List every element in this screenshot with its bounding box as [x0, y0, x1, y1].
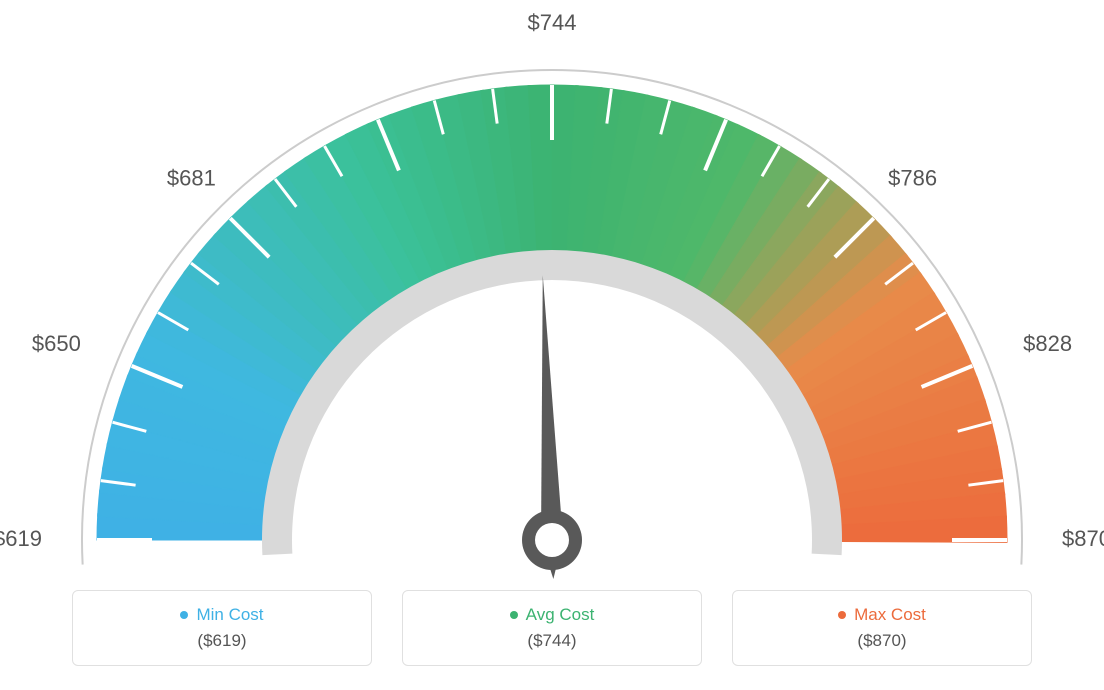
legend-card-max: Max Cost ($870): [732, 590, 1032, 666]
legend-value-min: ($619): [93, 631, 351, 651]
dot-icon: [180, 611, 188, 619]
svg-text:$828: $828: [1023, 331, 1072, 356]
svg-text:$744: $744: [528, 10, 577, 35]
legend-card-min: Min Cost ($619): [72, 590, 372, 666]
gauge-svg: $619 $650 $681 $744 $786 $828 $870: [0, 0, 1104, 590]
legend-label-text: Max Cost: [854, 605, 926, 625]
legend-value-max: ($870): [753, 631, 1011, 651]
dot-icon: [510, 611, 518, 619]
legend-card-avg: Avg Cost ($744): [402, 590, 702, 666]
legend-row: Min Cost ($619) Avg Cost ($744) Max Cost…: [0, 590, 1104, 666]
chart-container: $619 $650 $681 $744 $786 $828 $870 Min Cost ($…: [0, 0, 1104, 690]
legend-label-max: Max Cost: [753, 605, 1011, 625]
legend-label-min: Min Cost: [93, 605, 351, 625]
dot-icon: [838, 611, 846, 619]
legend-label-text: Avg Cost: [526, 605, 595, 625]
legend-value-avg: ($744): [423, 631, 681, 651]
svg-text:$870: $870: [1062, 526, 1104, 551]
svg-text:$619: $619: [0, 526, 42, 551]
legend-label-avg: Avg Cost: [423, 605, 681, 625]
svg-text:$786: $786: [888, 165, 937, 190]
legend-label-text: Min Cost: [196, 605, 263, 625]
svg-text:$650: $650: [32, 331, 81, 356]
gauge-chart: $619 $650 $681 $744 $786 $828 $870: [0, 0, 1104, 590]
svg-text:$681: $681: [167, 165, 216, 190]
